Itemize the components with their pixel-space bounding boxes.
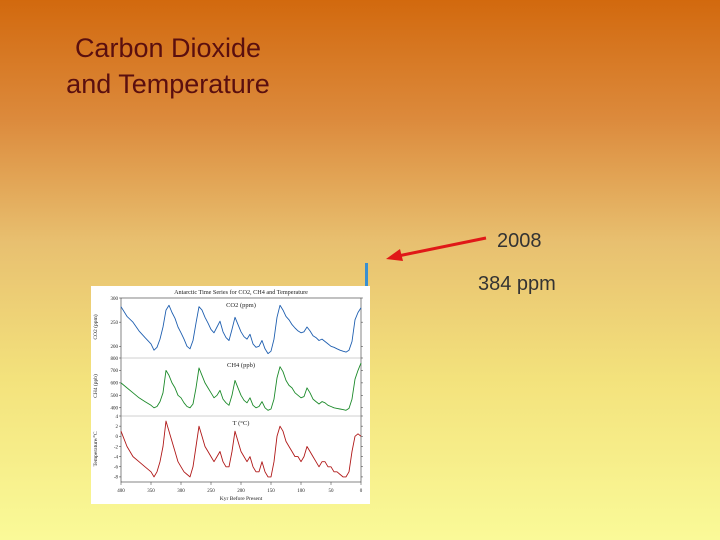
x-tick-label: 0 — [360, 489, 363, 494]
y-tick-label: 700 — [111, 369, 119, 374]
y-tick-label: 800 — [111, 357, 119, 362]
plot-frame — [120, 297, 362, 483]
y-tick-label: -4 — [114, 455, 119, 460]
pointer-arrow-head — [386, 249, 403, 261]
year-annotation: 2008 — [497, 230, 542, 252]
series-label: CH4 (ppb) — [227, 362, 255, 369]
y-tick-label: 0 — [116, 435, 119, 440]
y-tick-label: 4 — [116, 415, 119, 420]
y-tick-label: 200 — [111, 345, 119, 350]
y-tick-label: -8 — [114, 476, 119, 481]
x-tick-label: 200 — [237, 489, 245, 494]
ppm-annotation: 384 ppm — [478, 273, 556, 295]
slide-title-line-1: Carbon Dioxide — [74, 33, 262, 63]
ice-core-chart-svg: Antarctic Time Series for CO2, CH4 and T… — [92, 289, 363, 502]
y-tick-label: 300 — [111, 297, 119, 302]
y-axis-label: CH4 (ppb) — [92, 374, 99, 398]
series-line — [120, 304, 362, 355]
x-tick-label: 400 — [117, 489, 125, 494]
series-line — [120, 420, 362, 478]
x-tick-label: 300 — [177, 489, 185, 494]
y-tick-label: 500 — [111, 394, 119, 399]
x-tick-label: 100 — [297, 489, 305, 494]
slide-title-line-2: and Temperature — [66, 69, 270, 99]
x-tick-label: 150 — [267, 489, 275, 494]
series-line — [120, 362, 362, 411]
y-tick-label: -6 — [114, 466, 119, 471]
x-tick-label: 50 — [329, 489, 335, 494]
ice-core-chart: Antarctic Time Series for CO2, CH4 and T… — [91, 286, 370, 504]
y-axis-label: CO2 (ppm) — [92, 314, 99, 339]
y-axis-label: Temperature/°C — [92, 431, 99, 466]
slide-title: Carbon Dioxide and Temperature — [28, 30, 308, 102]
series-label: CO2 (ppm) — [226, 302, 256, 309]
x-tick-label: 250 — [207, 489, 215, 494]
x-axis-label: Kyr Before Present — [220, 495, 263, 502]
y-tick-label: 2 — [116, 425, 119, 430]
chart-title: Antarctic Time Series for CO2, CH4 and T… — [174, 289, 308, 296]
y-tick-label: 250 — [111, 321, 119, 326]
pointer-arrow — [386, 236, 487, 261]
y-tick-label: 600 — [111, 382, 119, 387]
x-tick-label: 350 — [147, 489, 155, 494]
pointer-arrow-shaft — [397, 236, 487, 258]
series-label: T (°C) — [233, 420, 250, 427]
y-tick-label: -2 — [114, 445, 119, 450]
y-tick-label: 400 — [111, 407, 119, 412]
